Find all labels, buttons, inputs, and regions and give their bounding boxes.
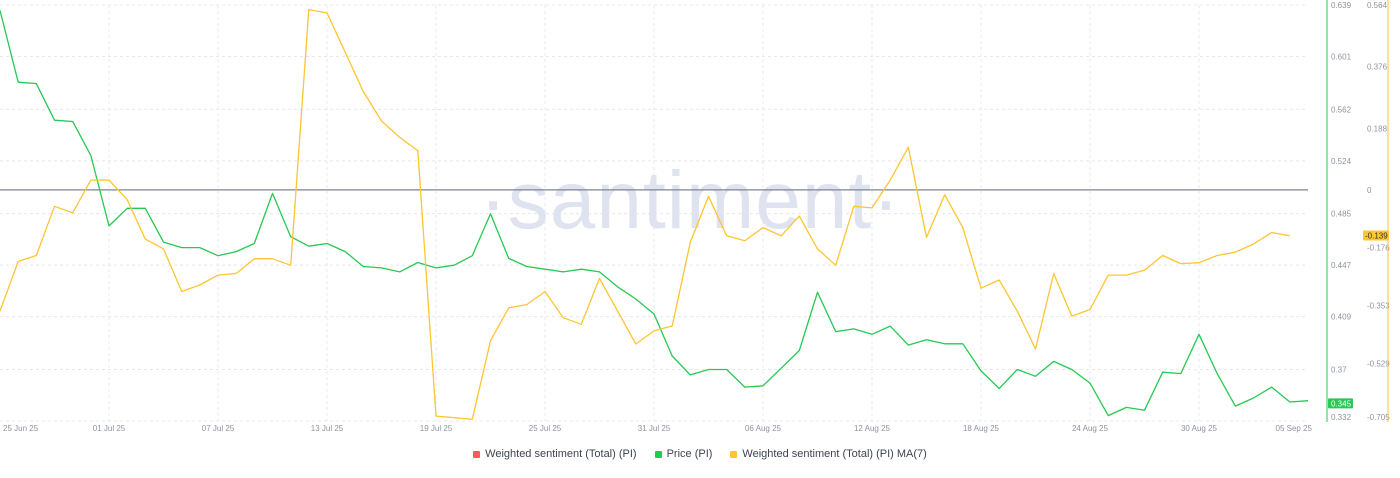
legend-label-ma7: Weighted sentiment (Total) (PI) MA(7) (742, 448, 927, 460)
legend-item-price[interactable]: Price (PI) (654, 448, 713, 460)
legend-label-price: Price (PI) (666, 448, 713, 460)
legend-swatch-ma7 (730, 450, 738, 458)
left-axis-tick-label: 0.601 (1331, 52, 1352, 61)
x-axis-tick-label: 31 Jul 25 (638, 424, 671, 433)
grid-layer (0, 4, 1308, 422)
x-axis-tick-label: 07 Jul 25 (202, 424, 235, 433)
x-axis-tick-label: 12 Aug 25 (854, 424, 891, 433)
legend-swatch-sentiment (473, 450, 481, 458)
right-axis-tick-label: -0.176 (1367, 244, 1390, 253)
x-axis-tick-label: 06 Aug 25 (745, 424, 782, 433)
left-axis-tick-label: 0.524 (1331, 157, 1352, 166)
left-axis-tick-label: 0.447 (1331, 261, 1352, 270)
right-axis-tick-label: -0.353 (1367, 302, 1390, 311)
legend-item-weighted-sentiment[interactable]: Weighted sentiment (Total) (PI) (473, 448, 637, 460)
x-axis-tick-label: 05 Sep 25 (1276, 424, 1313, 433)
price-series-line (0, 10, 1309, 417)
legend-label-sentiment: Weighted sentiment (Total) (PI) (485, 448, 637, 460)
left-axis-tick-label: 0.639 (1331, 1, 1352, 10)
x-axis-tick-label: 13 Jul 25 (311, 424, 344, 433)
x-axis-tick-label: 25 Jul 25 (529, 424, 562, 433)
legend-item-sentiment-ma7[interactable]: Weighted sentiment (Total) (PI) MA(7) (730, 448, 927, 460)
left-axis-tick-label: 0.409 (1331, 313, 1352, 322)
x-axis-tick-label: 01 Jul 25 (93, 424, 126, 433)
right-axis-tick-label: 0.376 (1367, 63, 1388, 72)
price-last-value-badge (1328, 398, 1353, 409)
right-axis-tick-label: -0.705 (1367, 413, 1390, 422)
left-axis-tick-label: 0.332 (1331, 413, 1352, 422)
left-axis-tick-label: 0.37 (1331, 366, 1347, 375)
price-last-value-text: 0.345 (1331, 399, 1352, 408)
sentiment-ma7-series-line (0, 8, 1290, 421)
sentiment-last-value-badge (1363, 230, 1389, 241)
x-axis-tick-label: 30 Aug 25 (1181, 424, 1218, 433)
right-axis-tick-label: 0.188 (1367, 124, 1388, 133)
sentiment-last-value-text: -0.139 (1365, 231, 1388, 240)
x-axis-tick-label: 19 Jul 25 (420, 424, 453, 433)
axis-layer: 0.6390.6010.5620.5240.4850.4470.4090.370… (1326, 0, 1390, 422)
legend: Weighted sentiment (Total) (PI) Price (P… (0, 448, 1400, 460)
x-axis-labels: 25 Jun 25 01 Jul 25 07 Jul 25 13 Jul 25 19 J… (3, 424, 1313, 433)
legend-swatch-price (654, 450, 662, 458)
santiment-watermark: ·santiment· (479, 155, 900, 246)
right-axis-tick-label: 0 (1367, 186, 1372, 195)
left-axis-tick-label: 0.485 (1331, 210, 1352, 219)
right-axis-tick-label: -0.529 (1367, 359, 1390, 368)
x-axis-tick-label: 24 Aug 25 (1072, 424, 1109, 433)
x-axis-tick-label: 18 Aug 25 (963, 424, 1000, 433)
series-layer (0, 8, 1309, 421)
right-axis-tick-label: 0.564 (1367, 1, 1388, 10)
x-axis-tick-label: 25 Jun 25 (3, 424, 39, 433)
left-axis-tick-label: 0.562 (1331, 105, 1352, 114)
last-value-badges: 0.345 -0.139 (1328, 230, 1389, 409)
